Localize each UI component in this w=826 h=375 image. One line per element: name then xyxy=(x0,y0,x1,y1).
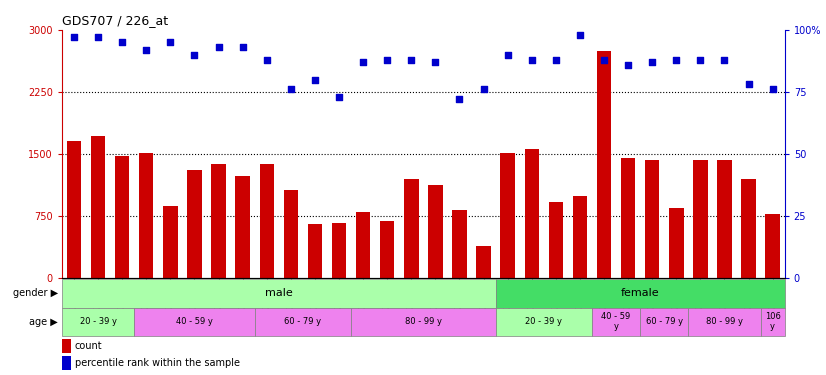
Point xyxy=(694,57,707,63)
Bar xyxy=(717,159,732,278)
Text: male: male xyxy=(265,288,292,298)
Bar xyxy=(356,211,370,278)
Point xyxy=(357,59,370,65)
Text: 40 - 59 y: 40 - 59 y xyxy=(176,317,213,326)
Point xyxy=(646,59,659,65)
Bar xyxy=(283,190,298,278)
Bar xyxy=(621,158,635,278)
Bar xyxy=(477,246,491,278)
Point xyxy=(477,86,490,92)
Bar xyxy=(188,170,202,278)
Text: 60 - 79 y: 60 - 79 y xyxy=(284,317,321,326)
Bar xyxy=(235,176,249,278)
Point xyxy=(742,81,755,87)
Point xyxy=(429,59,442,65)
Point xyxy=(332,94,345,100)
Bar xyxy=(548,202,563,278)
Bar xyxy=(669,208,683,278)
Point xyxy=(212,44,225,50)
Bar xyxy=(452,210,467,278)
Bar xyxy=(766,214,780,278)
Point xyxy=(573,32,586,38)
Text: 40 - 59
y: 40 - 59 y xyxy=(601,312,631,331)
Text: GDS707 / 226_at: GDS707 / 226_at xyxy=(62,15,168,27)
Text: 80 - 99 y: 80 - 99 y xyxy=(706,317,743,326)
Bar xyxy=(596,51,611,278)
Point xyxy=(718,57,731,63)
Bar xyxy=(139,153,154,278)
Bar xyxy=(496,279,785,308)
Text: 60 - 79 y: 60 - 79 y xyxy=(646,317,683,326)
Bar xyxy=(592,308,640,336)
Bar xyxy=(134,308,254,336)
Point xyxy=(284,86,297,92)
Point xyxy=(188,52,201,58)
Point xyxy=(670,57,683,63)
Bar xyxy=(741,178,756,278)
Point xyxy=(766,86,779,92)
Text: female: female xyxy=(621,288,659,298)
Bar xyxy=(211,164,225,278)
Bar xyxy=(380,221,394,278)
Point xyxy=(260,57,273,63)
Bar xyxy=(254,308,351,336)
Bar xyxy=(62,279,496,308)
Bar xyxy=(693,159,708,278)
Text: gender ▶: gender ▶ xyxy=(12,288,58,298)
Point xyxy=(164,39,177,45)
Point xyxy=(381,57,394,63)
Bar xyxy=(525,149,539,278)
Point xyxy=(116,39,129,45)
Bar xyxy=(640,308,688,336)
Bar xyxy=(645,159,659,278)
Bar xyxy=(351,308,496,336)
Point xyxy=(236,44,249,50)
Bar xyxy=(307,224,322,278)
Bar xyxy=(572,196,587,278)
Text: 20 - 39 y: 20 - 39 y xyxy=(79,317,116,326)
Bar xyxy=(67,141,81,278)
Point xyxy=(92,34,105,40)
Text: 20 - 39 y: 20 - 39 y xyxy=(525,317,563,326)
Point xyxy=(308,76,321,82)
Bar xyxy=(163,206,178,278)
Point xyxy=(597,57,610,63)
Bar xyxy=(62,308,134,336)
Bar xyxy=(428,185,443,278)
Bar xyxy=(332,223,346,278)
Point xyxy=(453,96,466,102)
Bar xyxy=(62,339,70,352)
Bar xyxy=(259,165,274,278)
Text: percentile rank within the sample: percentile rank within the sample xyxy=(75,358,240,368)
Bar xyxy=(91,136,105,278)
Bar xyxy=(115,156,130,278)
Point xyxy=(140,47,153,53)
Bar xyxy=(688,308,761,336)
Bar xyxy=(496,308,592,336)
Point xyxy=(68,34,81,40)
Bar xyxy=(62,356,70,370)
Point xyxy=(405,57,418,63)
Bar xyxy=(404,178,419,278)
Point xyxy=(621,62,634,68)
Text: age ▶: age ▶ xyxy=(29,316,58,327)
Point xyxy=(549,57,563,63)
Point xyxy=(501,52,515,58)
Text: 106
y: 106 y xyxy=(765,312,781,331)
Bar xyxy=(761,308,785,336)
Text: 80 - 99 y: 80 - 99 y xyxy=(405,317,442,326)
Text: count: count xyxy=(75,341,102,351)
Bar xyxy=(501,153,515,278)
Point xyxy=(525,57,539,63)
